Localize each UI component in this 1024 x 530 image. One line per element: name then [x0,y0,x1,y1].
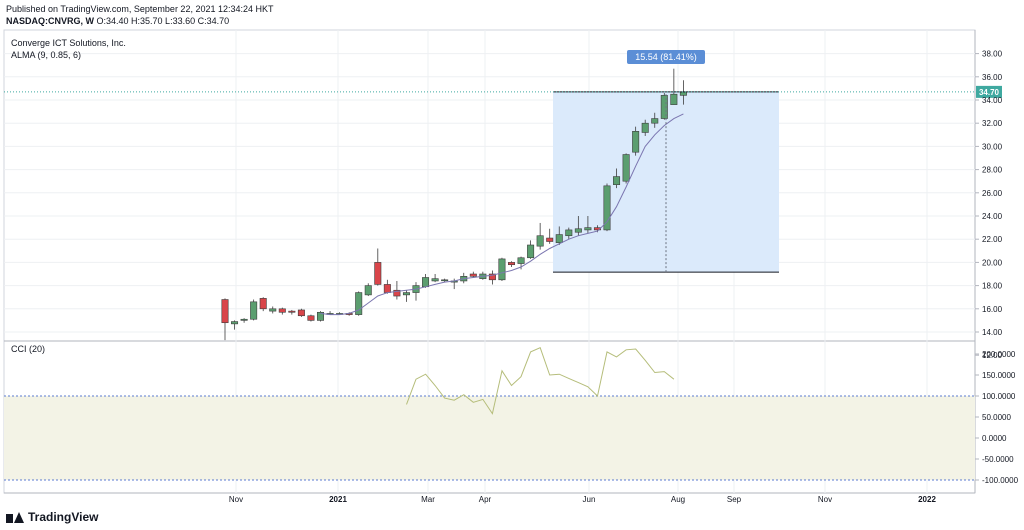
candle-body [632,131,640,153]
time-tick-label: 2022 [918,495,936,504]
time-tick-label: Sep [727,495,742,504]
price-tick-label: 26.00 [982,189,1003,198]
cci-tick-label: -50.0000 [982,455,1014,464]
symbol: NASDAQ:CNVRG, W [6,16,94,26]
candle-body [231,321,239,325]
candle-body [679,91,687,96]
candle-body [316,311,324,321]
chart-title: Converge ICT Solutions, Inc. [11,38,126,48]
cci-tick-label: 200.0000 [982,350,1016,359]
price-tick-label: 38.00 [982,50,1003,59]
candle-body [441,279,449,282]
price-tick-label: 12.00 [982,351,1003,360]
cci-tick-label: -100.0000 [982,476,1019,485]
brand-name: TradingView [28,510,99,524]
price-tick-label: 18.00 [982,282,1003,291]
candle-body [565,229,573,237]
candle-body [240,318,248,321]
tradingview-icon [6,511,24,523]
candle-body [651,118,659,124]
last-price-label: 34.70 [979,88,1000,97]
price-tick-label: 22.00 [982,235,1003,244]
candle-body [622,154,630,182]
candle-body [517,257,525,264]
candle-body [393,289,401,297]
price-tick-label: 28.00 [982,166,1003,175]
candle-body [555,234,563,243]
candle-body [383,284,391,293]
candle-body [297,309,305,317]
candle-body [507,262,515,266]
cci-tick-label: 0.0000 [982,434,1007,443]
candle-body [546,237,554,242]
cci-label: CCI (20) [11,344,45,354]
candle-body [221,299,229,324]
price-tick-label: 32.00 [982,119,1003,128]
candle-body [593,227,601,231]
candle-body [278,308,286,313]
candle-body [288,310,296,313]
candle-body [574,228,582,233]
price-tick-label: 24.00 [982,212,1003,221]
price-tick-label: 30.00 [982,142,1003,151]
ohlc-values: O:34.40 H:35.70 L:33.60 C:34.70 [96,16,230,26]
candle-body [422,277,430,288]
candle-body [307,315,315,321]
price-tick-label: 16.00 [982,305,1003,314]
candle-body [469,273,477,277]
axes: 12.00 14.00 16.00 18.00 20.00 22.00 24.00 26.00… [229,50,1019,504]
publish-header: Published on TradingView.com, September … [6,3,274,27]
candle-body [269,308,277,312]
candle-body [498,258,506,281]
time-tick-label: Aug [671,495,685,504]
price-tick-label: 34.00 [982,96,1003,105]
candle-body [402,292,410,296]
candle-body [584,227,592,231]
time-tick-label: Apr [479,495,492,504]
price-tick-label: 14.00 [982,328,1003,337]
price-tick-label: 20.00 [982,258,1003,267]
symbol-line: NASDAQ:CNVRG, W O:34.40 H:35.70 L:33.60 … [6,15,274,27]
candle-body [641,122,649,133]
candle-body [355,292,363,315]
time-tick-label: Nov [229,495,243,504]
candle-body [613,176,621,185]
alma-label: ALMA (9, 0.85, 6) [11,50,81,60]
range-label-box [627,50,705,64]
candle-body [259,298,267,310]
cci-tick-label: 150.0000 [982,371,1016,380]
time-tick-label: Mar [421,495,435,504]
price-range-box[interactable] [553,91,779,273]
tradingview-logo[interactable]: TradingView [6,510,98,524]
candle-body [670,93,678,105]
cci-tick-label: 50.0000 [982,413,1011,422]
time-tick-label: Jun [583,495,596,504]
candle-body [250,301,258,320]
price-tick-label: 36.00 [982,73,1003,82]
time-tick-label: Nov [818,495,832,504]
candle-body [374,262,382,285]
time-tick-label: 2021 [329,495,347,504]
candle-body [488,273,496,281]
cci-tick-label: 100.0000 [982,392,1016,401]
cci-line [406,347,675,415]
range-label: 15.54 (81.41%) [635,52,697,62]
candle-body [536,235,544,247]
published-line: Published on TradingView.com, September … [6,4,274,14]
overlays: 15.54 (81.41%) 34.70 [4,50,1002,273]
last-price-tag [976,85,1002,98]
candle-body [431,278,439,282]
candle-body [660,95,668,119]
candle-body [364,285,372,296]
alma-line [320,113,684,316]
candle-body [527,244,535,259]
candle-body [603,185,611,231]
